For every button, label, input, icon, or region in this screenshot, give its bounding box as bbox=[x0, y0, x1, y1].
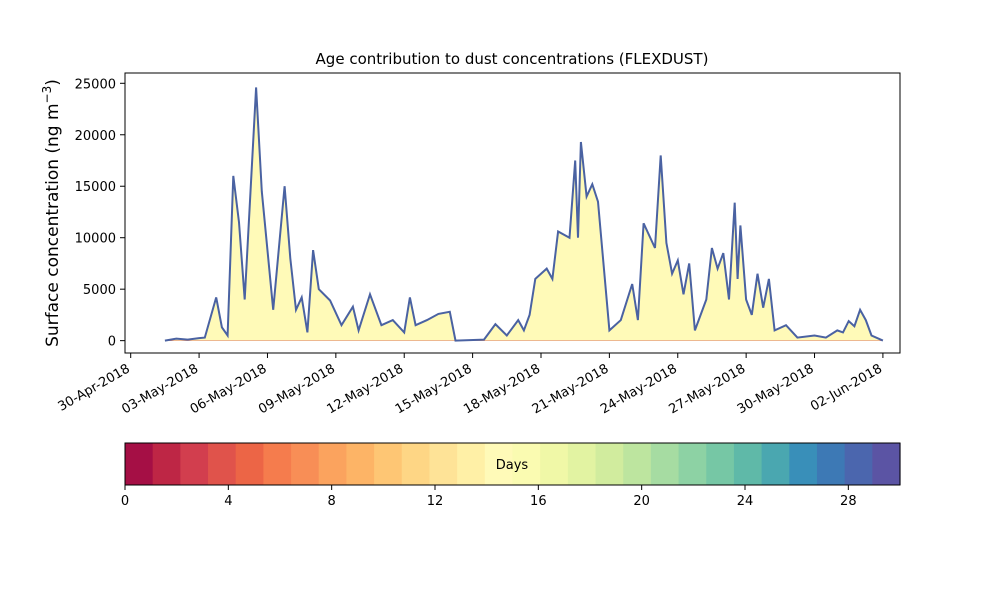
colorbar-swatch bbox=[484, 443, 514, 485]
colorbar-swatch bbox=[872, 443, 901, 485]
colorbar-tick-label: 16 bbox=[530, 494, 547, 509]
y-tick-label: 20000 bbox=[75, 129, 116, 144]
stacked-area-layers bbox=[164, 87, 883, 341]
colorbar-tick-label: 0 bbox=[121, 494, 129, 509]
plot-frame bbox=[124, 72, 901, 354]
colorbar-swatch bbox=[346, 443, 375, 485]
age-layer-area bbox=[164, 87, 883, 341]
colorbar-swatch bbox=[789, 443, 818, 485]
colorbar-swatch bbox=[180, 443, 209, 485]
colorbar-swatch bbox=[623, 443, 652, 485]
x-tick-label: 06-May-2018 bbox=[188, 361, 270, 417]
colorbar-swatch bbox=[401, 443, 431, 485]
x-tick-label: 15-May-2018 bbox=[393, 361, 475, 417]
y-tick-label: 15000 bbox=[75, 180, 116, 195]
colorbar-swatch bbox=[706, 443, 735, 485]
y-axis-ticks: 0 5000 10000 15000 20000 25000 bbox=[75, 77, 125, 350]
x-tick-label: 24-May-2018 bbox=[598, 361, 680, 417]
x-tick-label: 09-May-2018 bbox=[256, 361, 338, 417]
colorbar-swatch bbox=[512, 443, 541, 485]
y-tick-label: 25000 bbox=[75, 77, 116, 92]
colorbar-swatch bbox=[374, 443, 403, 485]
colorbar-swatch bbox=[733, 443, 763, 485]
colorbar-swatch bbox=[595, 443, 624, 485]
colorbar-swatch bbox=[844, 443, 873, 485]
colorbar-tick-label: 28 bbox=[840, 494, 857, 509]
colorbar-tick-label: 8 bbox=[328, 494, 336, 509]
colorbar-swatch bbox=[816, 443, 846, 485]
colorbar-swatch bbox=[678, 443, 707, 485]
colorbar-ticks: 0 4 8 12 16 20 24 28 bbox=[121, 485, 857, 509]
colorbar-swatch bbox=[567, 443, 597, 485]
colorbar bbox=[125, 443, 901, 485]
colorbar-swatch bbox=[263, 443, 292, 485]
colorbar-swatch bbox=[291, 443, 320, 485]
x-tick-label: 30-May-2018 bbox=[735, 361, 817, 417]
colorbar-swatch bbox=[761, 443, 790, 485]
colorbar-tick-label: 4 bbox=[224, 494, 232, 509]
colorbar-swatch bbox=[650, 443, 680, 485]
x-tick-label: 18-May-2018 bbox=[461, 361, 543, 417]
x-axis-ticks: 30-Apr-201803-May-201806-May-201809-May-… bbox=[56, 353, 885, 417]
y-axis-label: Surface concentration (ng m−3) bbox=[40, 79, 63, 347]
chart-title: Age contribution to dust concentrations … bbox=[316, 50, 709, 68]
colorbar-label: Days bbox=[496, 458, 529, 473]
y-tick-label: 0 bbox=[108, 335, 116, 350]
x-tick-label: 27-May-2018 bbox=[666, 361, 748, 417]
y-tick-label: 5000 bbox=[83, 283, 116, 298]
y-tick-label: 10000 bbox=[75, 232, 116, 247]
colorbar-tick-label: 12 bbox=[427, 494, 444, 509]
colorbar-swatch bbox=[540, 443, 569, 485]
colorbar-swatch bbox=[152, 443, 181, 485]
x-tick-label: 02-Jun-2018 bbox=[808, 361, 885, 414]
colorbar-swatch bbox=[125, 443, 154, 485]
colorbar-frame bbox=[124, 442, 901, 486]
colorbar-tick-label: 24 bbox=[737, 494, 754, 509]
x-tick-label: 21-May-2018 bbox=[530, 361, 612, 417]
total-concentration-line bbox=[164, 87, 884, 342]
colorbar-swatch bbox=[235, 443, 264, 485]
x-tick-label: 03-May-2018 bbox=[119, 361, 201, 417]
colorbar-tick-label: 20 bbox=[633, 494, 650, 509]
colorbar-swatch bbox=[429, 443, 458, 485]
colorbar-swatch bbox=[208, 443, 237, 485]
colorbar-swatch bbox=[457, 443, 486, 485]
x-tick-label: 12-May-2018 bbox=[325, 361, 407, 417]
colorbar-swatch bbox=[318, 443, 348, 485]
